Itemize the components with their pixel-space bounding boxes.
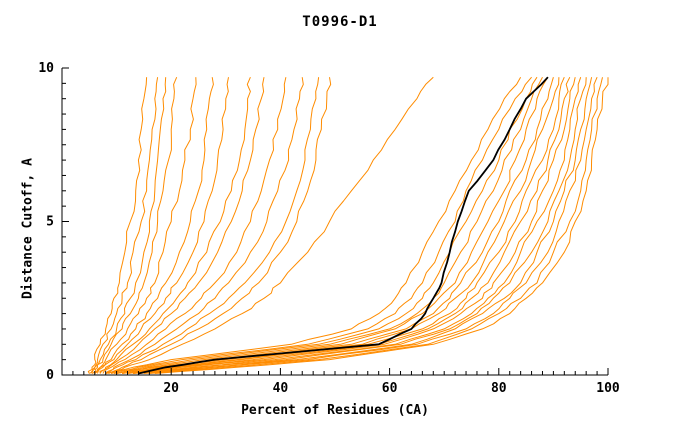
model-curve [149,77,603,374]
x-tick-label: 40 [273,381,289,396]
model-curve [87,77,148,374]
model-curve [102,77,287,374]
model-curve [105,77,304,374]
model-curve [143,77,598,374]
model-curve [89,77,159,374]
model-curve [116,76,549,374]
chart-title: T0996-D1 [302,14,378,30]
y-tick-label: 10 [38,61,54,76]
y-tick-label: 5 [46,215,54,230]
model-curve [94,77,214,374]
model-curve [91,77,178,374]
model-curve [99,77,251,374]
model-curve [110,76,532,374]
model-curve [105,76,522,374]
model-curve [154,77,609,374]
y-tick-label: 0 [46,368,54,383]
model-curve [127,76,565,374]
x-tick-label: 100 [596,381,620,396]
model-curve [108,77,332,374]
model-curve [97,77,229,374]
highlighted-model-curve [138,76,549,375]
x-tick-label: 60 [382,381,398,396]
model-curve [138,77,587,374]
model-curve [91,77,167,374]
model-curve [116,76,543,374]
model-curve [132,77,582,374]
model-curve [99,77,265,374]
model-curve [113,76,538,374]
x-tick-label: 80 [491,381,507,396]
model-curve [110,76,434,374]
model-curve [94,77,197,374]
model-curve [132,77,576,374]
model-curve [138,77,593,374]
model-curve [127,76,571,374]
model-curve [105,77,320,374]
x-tick-label: 20 [163,381,179,396]
x-axis-title: Percent of Residues (CA) [241,403,429,418]
